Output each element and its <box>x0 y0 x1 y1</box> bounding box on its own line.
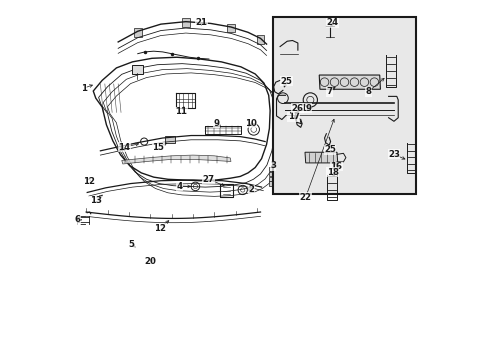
Text: 10: 10 <box>244 118 256 127</box>
FancyBboxPatch shape <box>226 24 234 32</box>
Text: 17: 17 <box>287 112 299 121</box>
Polygon shape <box>305 152 337 163</box>
Text: 2: 2 <box>248 185 254 194</box>
Text: 20: 20 <box>144 257 156 266</box>
Text: 15: 15 <box>152 143 164 152</box>
FancyBboxPatch shape <box>165 135 174 143</box>
FancyBboxPatch shape <box>182 18 189 27</box>
Text: 16: 16 <box>329 162 342 171</box>
Text: 23: 23 <box>387 150 399 159</box>
Text: 22: 22 <box>299 193 311 202</box>
FancyBboxPatch shape <box>268 181 277 186</box>
Text: 26: 26 <box>291 104 303 113</box>
Text: 7: 7 <box>326 87 332 96</box>
Text: 1: 1 <box>81 84 86 93</box>
FancyBboxPatch shape <box>131 65 143 74</box>
Text: 21: 21 <box>195 18 206 27</box>
Text: 13: 13 <box>90 196 102 205</box>
Text: 4: 4 <box>176 182 183 191</box>
FancyBboxPatch shape <box>268 177 277 181</box>
Text: 9: 9 <box>213 118 219 127</box>
Polygon shape <box>122 155 230 164</box>
Text: 12: 12 <box>154 224 165 233</box>
Text: 25: 25 <box>280 77 292 86</box>
Text: 5: 5 <box>128 239 134 248</box>
FancyBboxPatch shape <box>268 167 277 171</box>
Text: 8: 8 <box>365 87 370 96</box>
Text: 14: 14 <box>118 143 130 152</box>
Text: 12: 12 <box>82 177 95 186</box>
Polygon shape <box>319 75 380 89</box>
Text: 19: 19 <box>299 104 311 113</box>
Text: 3: 3 <box>269 161 275 170</box>
Text: 18: 18 <box>326 168 338 177</box>
Text: 24: 24 <box>326 18 338 27</box>
FancyBboxPatch shape <box>268 172 277 176</box>
FancyBboxPatch shape <box>134 28 142 37</box>
Text: 25: 25 <box>323 145 335 154</box>
FancyBboxPatch shape <box>256 35 264 44</box>
Text: 27: 27 <box>203 175 215 184</box>
Text: 6: 6 <box>75 215 81 224</box>
FancyBboxPatch shape <box>272 17 415 194</box>
Text: 11: 11 <box>175 107 187 116</box>
